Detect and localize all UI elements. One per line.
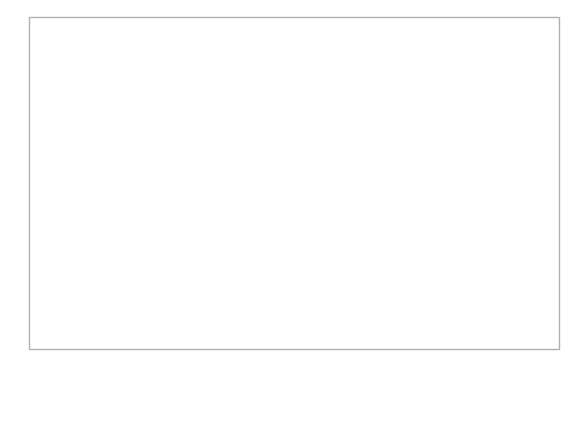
- Text: 87%: 87%: [160, 252, 191, 266]
- Wedge shape: [150, 51, 198, 183]
- Legend: doctor-diagnosed asthma, FVC/FEV1=<80, non- asthmatic: doctor-diagnosed asthma, FVC/FEV1=<80, n…: [386, 118, 569, 181]
- Text: A pie chart showing prevalence to the disease.: A pie chart showing prevalence to the di…: [140, 377, 466, 391]
- Text: Figure 2: Figure 2: [34, 377, 100, 391]
- FancyBboxPatch shape: [24, 363, 130, 406]
- Text: 9%: 9%: [227, 85, 249, 99]
- Text: 4%: 4%: [187, 94, 209, 108]
- Wedge shape: [91, 60, 198, 183]
- Wedge shape: [65, 50, 331, 315]
